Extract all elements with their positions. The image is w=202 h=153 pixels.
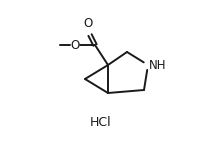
Text: HCl: HCl	[90, 116, 112, 129]
Text: O: O	[70, 39, 80, 52]
Text: NH: NH	[149, 58, 166, 71]
Text: O: O	[83, 17, 93, 30]
